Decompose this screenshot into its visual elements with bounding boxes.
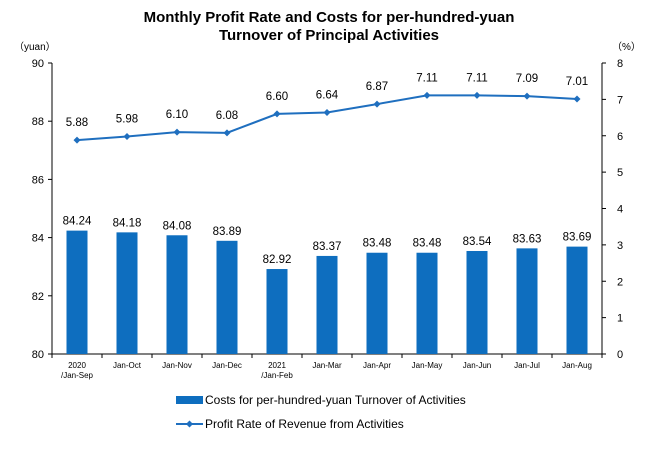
cost-bar <box>316 255 338 354</box>
left-tick-label: 90 <box>32 58 44 70</box>
profit-rate-point <box>373 100 381 108</box>
cost-bar <box>66 230 88 354</box>
chart-title-line-1: Monthly Profit Rate and Costs for per-hu… <box>144 9 515 26</box>
profit-rate-label: 5.88 <box>66 117 88 129</box>
profit-rate-label: 6.10 <box>166 109 188 121</box>
x-tick-label: Jan-May <box>412 361 443 370</box>
left-tick-label: 80 <box>32 349 44 361</box>
x-tick-label: Jan-Oct <box>113 361 142 370</box>
x-tick-label: Jan-Aug <box>562 361 592 370</box>
x-tick-label: 2021 <box>268 361 286 370</box>
x-tick-label: Jan-Mar <box>312 361 342 370</box>
profit-rate-label: 7.09 <box>516 73 538 85</box>
cost-bar-label: 83.63 <box>513 233 542 245</box>
x-tick-label: /Jan-Sep <box>61 371 94 380</box>
cost-bar <box>116 232 138 354</box>
right-tick-label: 3 <box>617 240 623 252</box>
legend-label-costs: Costs for per-hundred-yuan Turnover of A… <box>205 393 466 407</box>
cost-bar <box>266 269 288 354</box>
cost-bar-label: 83.48 <box>363 238 392 250</box>
profit-rate-label: 7.01 <box>566 76 588 88</box>
x-tick-label: Jan-Apr <box>363 361 391 370</box>
profit-rate-label: 7.11 <box>416 72 438 84</box>
right-tick-label: 5 <box>617 167 623 179</box>
x-tick-label: Jan-Jul <box>514 361 540 370</box>
profit-rate-point <box>173 128 181 136</box>
cost-bar <box>516 248 538 354</box>
cost-bar-label: 84.24 <box>63 216 92 228</box>
cost-bar-label: 84.08 <box>163 220 192 232</box>
profit-rate-label: 6.60 <box>266 91 288 103</box>
chart-title-line-2: Turnover of Principal Activities <box>219 27 439 44</box>
profit-rate-label: 6.87 <box>366 81 388 93</box>
cost-bar-label: 82.92 <box>263 254 292 266</box>
profit-rate-label: 7.11 <box>466 72 488 84</box>
profit-rate-point <box>223 129 231 137</box>
profit-rate-point <box>123 132 131 140</box>
left-tick-label: 84 <box>32 233 44 245</box>
cost-bar <box>416 252 438 354</box>
profit-rate-point <box>273 110 281 118</box>
x-tick-label: /Jan-Feb <box>261 371 293 380</box>
cost-bar <box>566 246 588 354</box>
right-tick-label: 4 <box>617 204 623 216</box>
cost-bar-label: 83.54 <box>463 236 492 248</box>
right-tick-label: 1 <box>617 313 623 325</box>
right-tick-label: 6 <box>617 131 623 143</box>
profit-rate-label: 6.08 <box>216 110 238 122</box>
right-tick-label: 8 <box>617 58 623 70</box>
profit-rate-point <box>473 91 481 99</box>
right-tick-label: 7 <box>617 94 623 106</box>
left-tick-label: 82 <box>32 291 44 303</box>
cost-bar <box>166 235 188 354</box>
left-tick-label: 88 <box>32 116 44 128</box>
cost-bar-label: 84.18 <box>113 217 142 229</box>
profit-rate-label: 5.98 <box>116 113 138 125</box>
profit-rate-point <box>573 95 581 103</box>
cost-bar <box>366 252 388 354</box>
cost-bar-label: 83.89 <box>213 226 242 238</box>
x-tick-label: Jan-Jun <box>463 361 491 370</box>
left-axis-unit: （yuan） <box>14 41 56 53</box>
profit-rate-point <box>423 91 431 99</box>
plot-area: 80 82 84 86 88 90 0 1 2 3 4 5 6 7 8 2020/Jan-Sep Jan-Oct… <box>32 58 623 380</box>
profit-rate-label: 6.64 <box>316 89 339 101</box>
cost-bar-label: 83.69 <box>563 232 592 244</box>
profit-rate-point <box>323 108 331 116</box>
x-tick-label: Jan-Dec <box>212 361 242 370</box>
legend-swatch-profit-marker <box>186 420 193 428</box>
cost-bar-label: 83.37 <box>313 241 342 253</box>
legend: Costs for per-hundred-yuan Turnover of A… <box>176 393 466 431</box>
cost-bar-label: 83.48 <box>413 238 442 250</box>
right-tick-label: 2 <box>617 276 623 288</box>
left-tick-label: 86 <box>32 174 44 186</box>
profit-rate-point <box>73 136 81 144</box>
right-tick-label: 0 <box>617 349 623 361</box>
cost-bar <box>466 250 488 354</box>
right-axis-unit: （%） <box>612 41 641 53</box>
cost-bar <box>216 240 238 354</box>
profit-rate-line <box>76 94 578 142</box>
x-tick-label: 2020 <box>68 361 86 370</box>
legend-swatch-costs <box>176 396 203 404</box>
profit-rate-point <box>523 92 531 100</box>
x-tick-label: Jan-Nov <box>162 361 192 370</box>
legend-label-profit: Profit Rate of Revenue from Activities <box>205 417 404 431</box>
